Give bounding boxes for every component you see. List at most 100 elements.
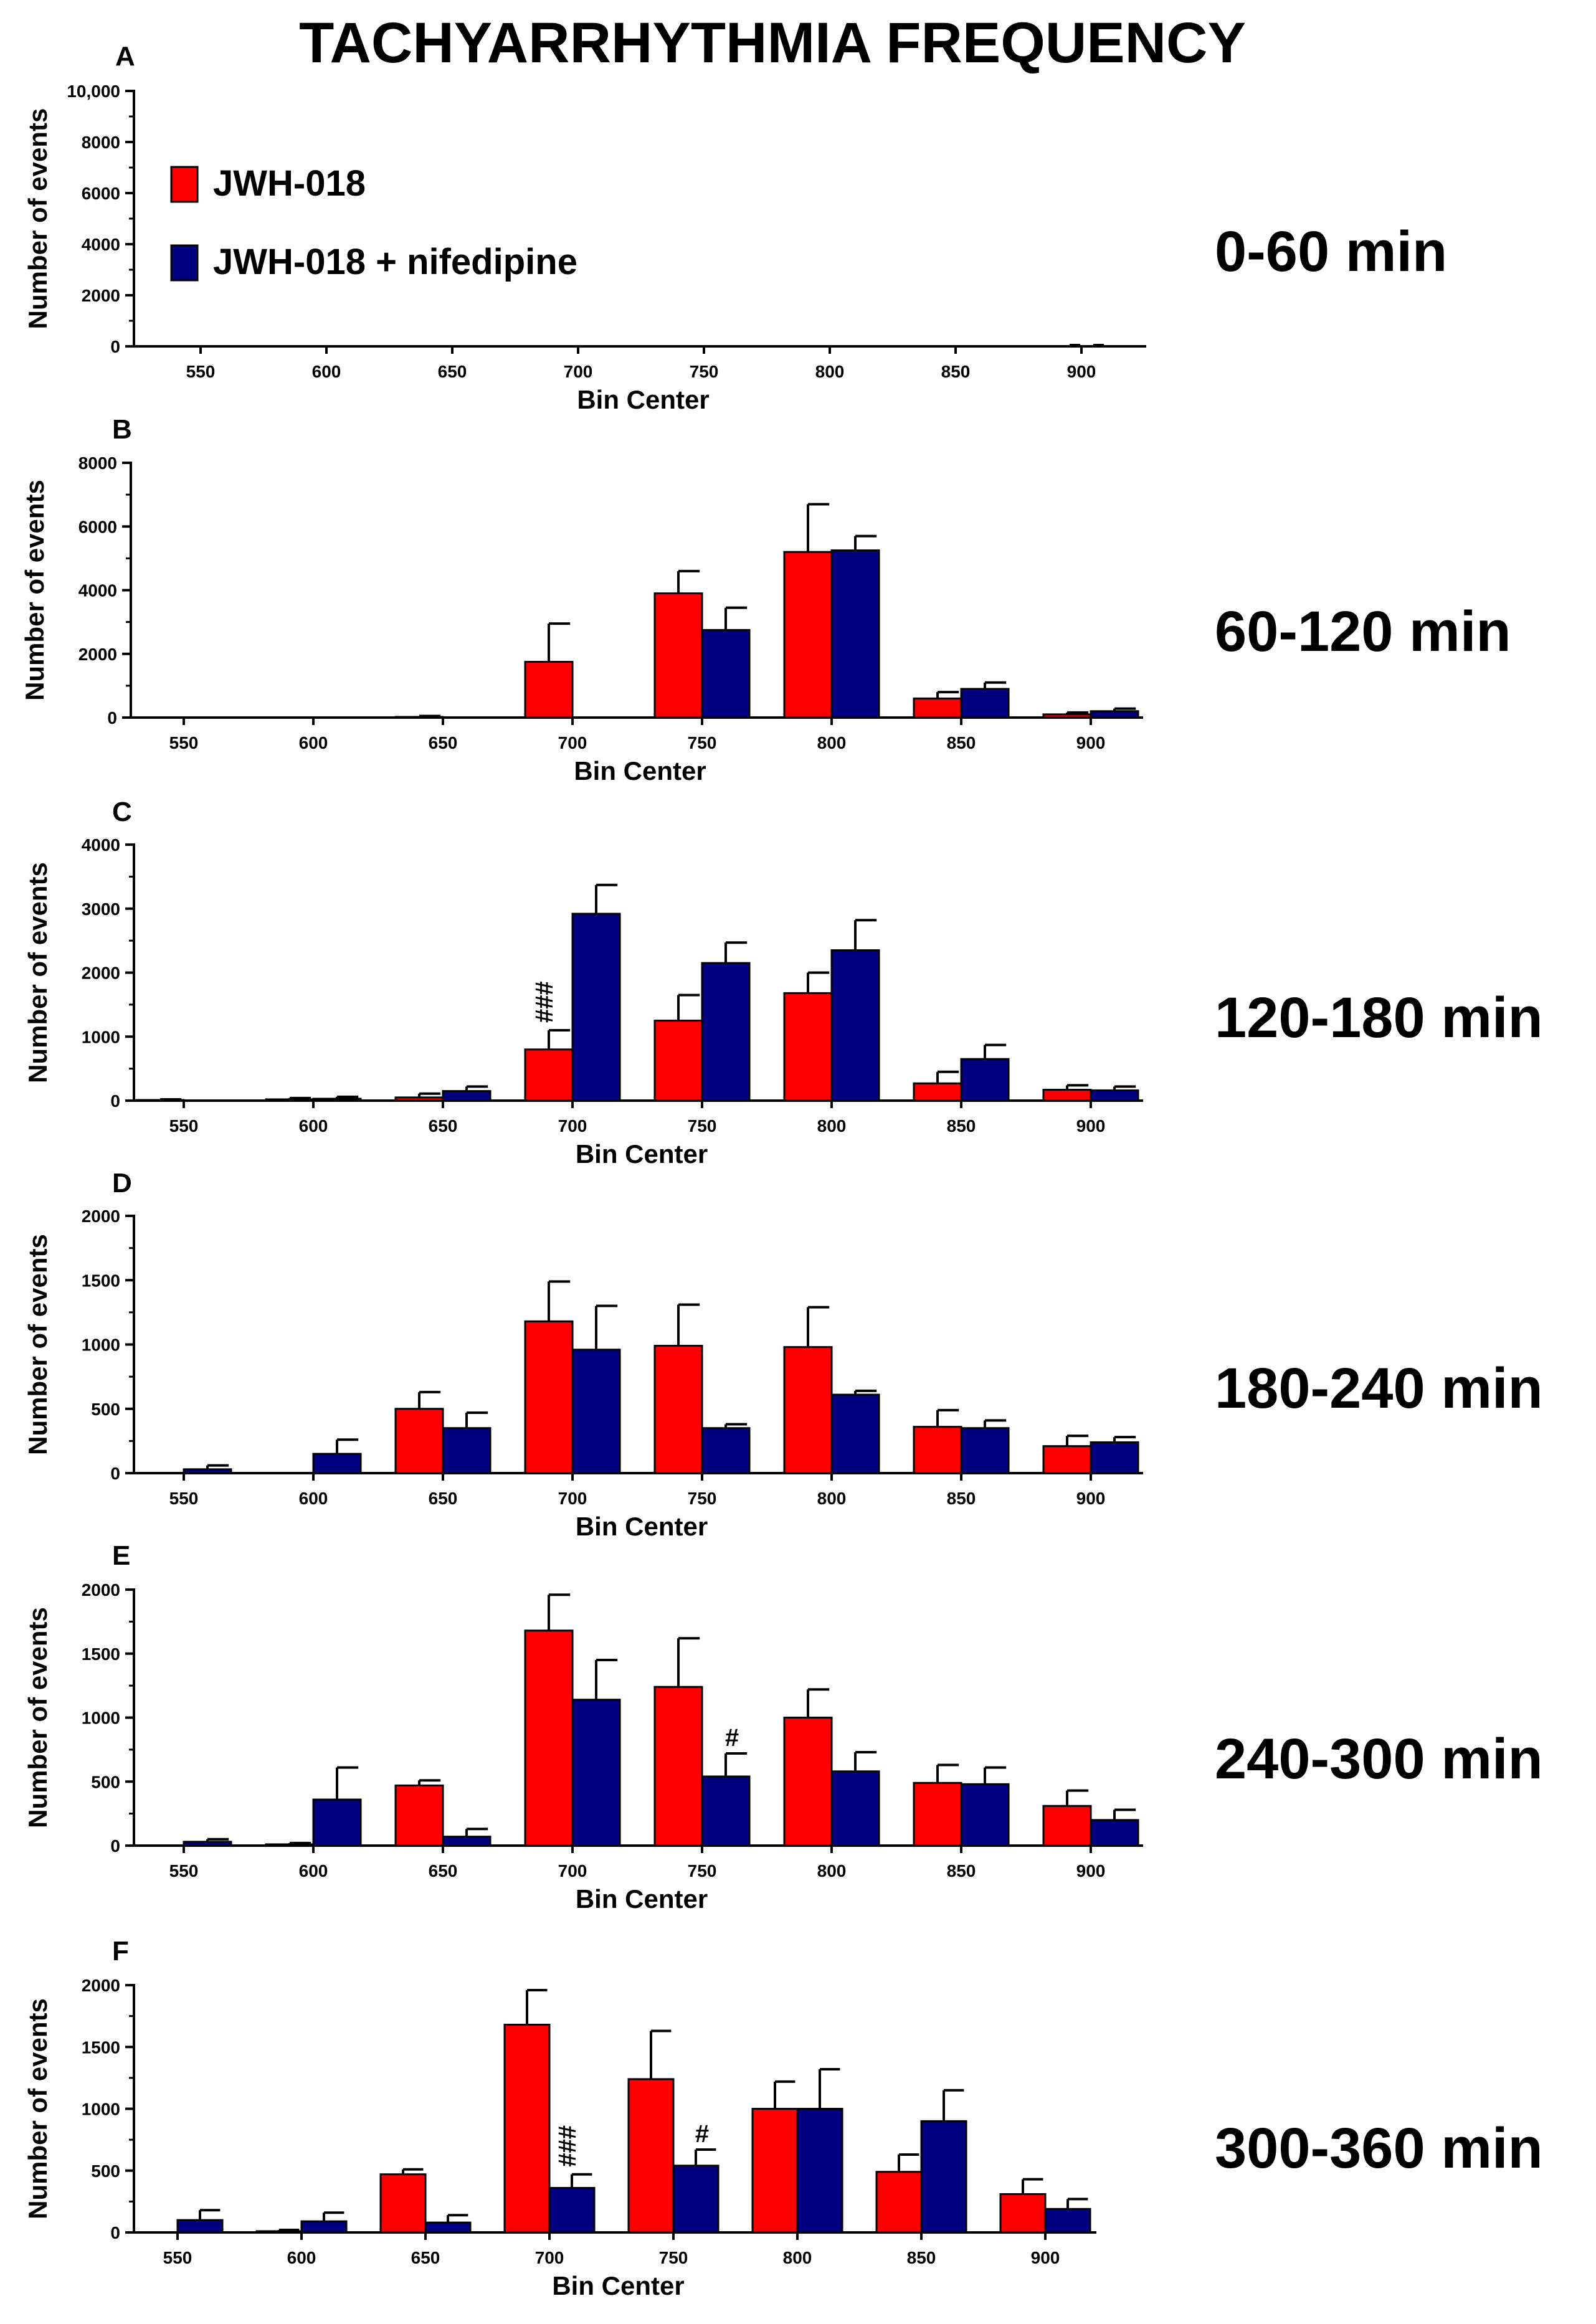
x-tick-label: 700 — [558, 1861, 587, 1881]
bar-jwh018-nifedipine-600 — [312, 1098, 362, 1102]
x-tick-label: 800 — [817, 733, 847, 752]
y-tick-label: 6000 — [78, 517, 117, 536]
y-axis-title: Number of events — [23, 862, 52, 1083]
panel-letter: A — [115, 41, 135, 72]
bar-jwh018-nifedipine-700 — [571, 1699, 621, 1847]
bar-jwh018-850 — [913, 697, 962, 719]
x-tick-label: 750 — [659, 2248, 688, 2267]
bar-jwh018-nifedipine-700 — [571, 913, 621, 1102]
bar-jwh018-nifedipine-600 — [312, 1453, 362, 1474]
y-tick-label: 10,000 — [67, 82, 120, 101]
x-tick-label: 550 — [169, 733, 199, 752]
y-tick-label: 1000 — [82, 2100, 120, 2119]
bar-jwh018-nifedipine-800 — [830, 1393, 880, 1474]
y-tick-label: 6000 — [82, 184, 120, 203]
y-tick-label: 0 — [110, 337, 120, 356]
y-tick-label: 8000 — [78, 453, 117, 473]
time-window-label: 180-240 min — [1215, 1357, 1543, 1420]
bar-jwh018-800 — [783, 1717, 833, 1847]
x-tick-label: 900 — [1076, 1861, 1106, 1881]
bar-jwh018-nifedipine-850 — [960, 688, 1010, 719]
bar-jwh018-nifedipine-650 — [424, 2221, 472, 2234]
bar-jwh018-nifedipine-550 — [183, 1841, 232, 1847]
x-tick-label: 650 — [429, 733, 458, 752]
y-tick-label: 2000 — [78, 645, 117, 664]
bar-jwh018-650 — [394, 1784, 444, 1847]
y-tick-label: 4000 — [82, 235, 120, 254]
bar-jwh018-nifedipine-750 — [701, 962, 751, 1102]
bar-jwh018-900 — [999, 2193, 1047, 2234]
bar-jwh018-nifedipine-850 — [960, 1427, 1010, 1474]
x-axis-title: Bin Center — [577, 385, 709, 414]
bar-jwh018-900 — [1042, 1805, 1092, 1847]
x-tick-label: 800 — [817, 1861, 847, 1881]
bar-jwh018-nifedipine-850 — [960, 1783, 1010, 1847]
y-tick-label: 0 — [110, 1836, 120, 1856]
x-tick-label: 800 — [817, 1116, 847, 1136]
y-tick-label: 500 — [91, 1772, 120, 1791]
y-tick-label: 500 — [91, 1400, 120, 1419]
bar-jwh018-nifedipine-700 — [571, 1349, 621, 1474]
y-tick-label: 2000 — [82, 1580, 120, 1600]
x-tick-label: 600 — [299, 1861, 328, 1881]
legend-swatch-jwh018-nifedipine — [170, 244, 199, 282]
y-tick-label: 500 — [91, 2161, 120, 2181]
y-tick-label: 4000 — [82, 835, 120, 855]
bar-jwh018-nifedipine-750 — [701, 1775, 751, 1847]
bar-jwh018-800 — [783, 1346, 833, 1474]
bar-jwh018-nifedipine-900 — [1090, 1089, 1139, 1102]
y-tick-label: 2000 — [82, 1207, 120, 1226]
bar-jwh018-nifedipine-800 — [796, 2108, 843, 2234]
y-axis-title: Number of events — [20, 480, 49, 701]
y-axis-title: Number of events — [23, 1234, 52, 1455]
bar-jwh018-nifedipine-650 — [442, 1427, 492, 1474]
bar-jwh018-nifedipine-900 — [1044, 2208, 1091, 2234]
x-axis-title: Bin Center — [552, 2271, 684, 2300]
bar-jwh018-nifedipine-850 — [960, 1058, 1010, 1102]
x-tick-label: 700 — [535, 2248, 564, 2267]
y-tick-label: 4000 — [78, 581, 117, 600]
bar-jwh018-750 — [653, 1686, 703, 1847]
significance-marker: # — [725, 1724, 739, 1752]
y-tick-label: 0 — [107, 708, 117, 728]
significance-marker: ### — [531, 981, 558, 1023]
time-window-label: 60-120 min — [1215, 600, 1511, 663]
significance-marker: ### — [554, 2125, 581, 2167]
y-tick-label: 0 — [110, 1091, 120, 1111]
bar-jwh018-600 — [265, 1098, 315, 1102]
bar-jwh018-850 — [913, 1781, 962, 1847]
bar-jwh018-800 — [751, 2108, 799, 2234]
chart-panel-a: A 0-60 min 0 2000 4000 6000 8000 10,000 Number o… — [23, 41, 1447, 414]
bar-jwh018-nifedipine-900 — [1090, 1441, 1139, 1474]
bar-jwh018-nifedipine-750 — [701, 1427, 751, 1474]
x-tick-label: 750 — [688, 733, 717, 752]
bar-jwh018-700 — [524, 1320, 574, 1474]
bar-jwh018-nifedipine-900 — [1090, 710, 1139, 719]
bar-jwh018-nifedipine-650 — [442, 1836, 492, 1847]
x-tick-label: 650 — [429, 1861, 458, 1881]
bar-jwh018-900 — [1042, 1445, 1092, 1474]
y-axis-title: Number of events — [23, 108, 52, 330]
y-tick-label: 8000 — [82, 133, 120, 152]
bar-jwh018-850 — [913, 1426, 962, 1474]
x-tick-label: 800 — [815, 362, 845, 381]
x-tick-label: 850 — [947, 1861, 976, 1881]
bar-jwh018-700 — [503, 2024, 551, 2234]
x-tick-label: 600 — [299, 1116, 328, 1136]
bar-jwh018-650 — [394, 1096, 444, 1102]
y-tick-label: 2000 — [82, 286, 120, 305]
x-tick-label: 650 — [438, 362, 467, 381]
bar-jwh018-nifedipine-700 — [548, 2187, 596, 2234]
panel-letter: E — [112, 1540, 130, 1571]
y-tick-label: 1500 — [82, 2037, 120, 2057]
chart-panel-d: D 180-240 min 0 500 1000 1500 2000 Number of ev… — [23, 1168, 1543, 1541]
x-tick-label: 650 — [411, 2248, 440, 2267]
x-tick-label: 900 — [1067, 362, 1096, 381]
time-window-label: 300-360 min — [1215, 2117, 1543, 2180]
bar-jwh018-700 — [524, 1048, 574, 1102]
x-tick-label: 550 — [186, 362, 216, 381]
panel-letter: C — [112, 797, 132, 827]
x-tick-label: 550 — [169, 1116, 199, 1136]
